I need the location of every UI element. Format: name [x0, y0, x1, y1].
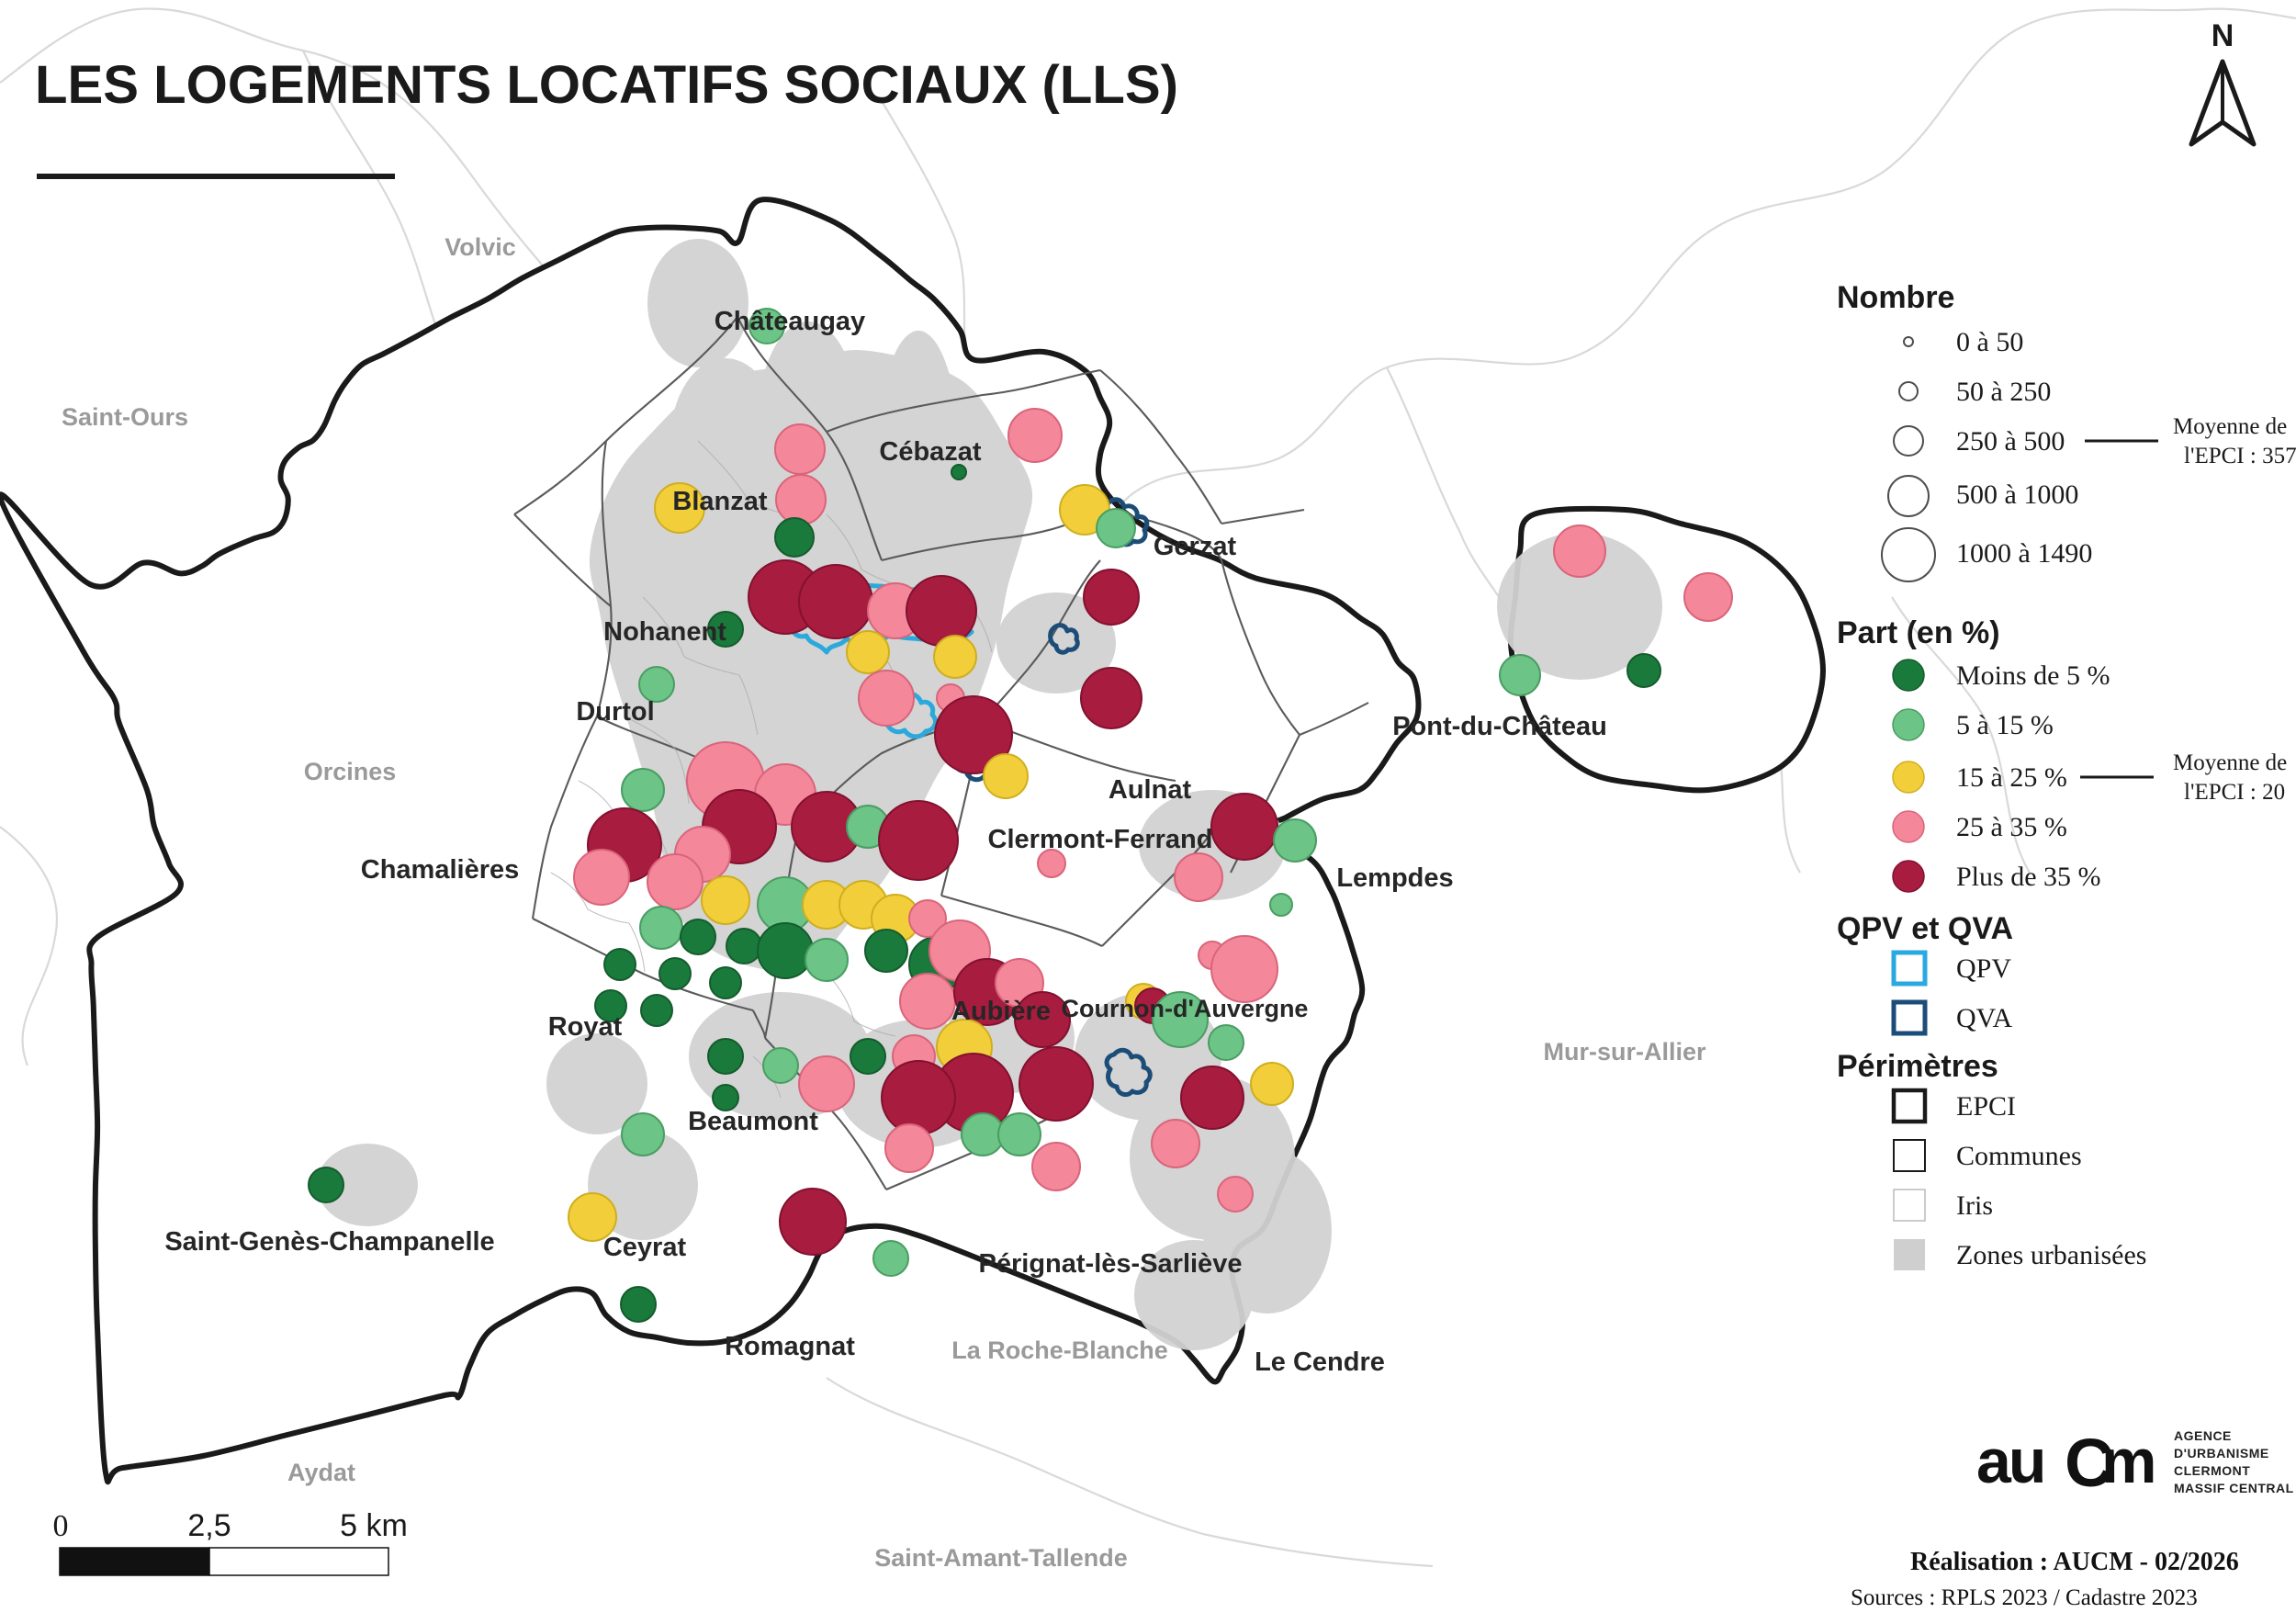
svg-text:Pont-du-Château: Pont-du-Château — [1392, 712, 1607, 741]
svg-text:0: 0 — [53, 1509, 69, 1543]
svg-text:Clermont-Ferrand: Clermont-Ferrand — [988, 825, 1213, 854]
svg-text:Périmètres: Périmètres — [1837, 1049, 1998, 1084]
svg-text:Part (en %): Part (en %) — [1837, 615, 2000, 650]
svg-text:Saint-Amant-Tallende: Saint-Amant-Tallende — [874, 1544, 1128, 1572]
svg-text:Cournon-d'Auvergne: Cournon-d'Auvergne — [1062, 995, 1309, 1022]
svg-text:15 à 25 %: 15 à 25 % — [1956, 762, 2067, 793]
svg-text:Cébazat: Cébazat — [879, 437, 982, 467]
svg-text:Zones urbanisées: Zones urbanisées — [1956, 1240, 2146, 1270]
svg-text:2,5: 2,5 — [187, 1508, 231, 1543]
svg-text:Réalisation : AUCM - 02/2026: Réalisation : AUCM - 02/2026 — [1910, 1548, 2239, 1576]
svg-text:CLERMONT: CLERMONT — [2174, 1463, 2250, 1478]
svg-text:au: au — [1976, 1427, 2043, 1496]
svg-text:0 à 50: 0 à 50 — [1956, 327, 2023, 357]
svg-text:MASSIF CENTRAL: MASSIF CENTRAL — [2174, 1481, 2294, 1495]
svg-text:Pérignat-lès-Sarliève: Pérignat-lès-Sarliève — [979, 1249, 1243, 1279]
svg-text:Moyenne de: Moyenne de — [2173, 414, 2287, 439]
svg-text:Châteaugay: Châteaugay — [715, 307, 865, 336]
svg-text:AGENCE: AGENCE — [2174, 1428, 2232, 1443]
svg-text:Gerzat: Gerzat — [1154, 532, 1237, 561]
svg-text:5 à 15 %: 5 à 15 % — [1956, 710, 2054, 740]
svg-text:Saint-Genès-Champanelle: Saint-Genès-Champanelle — [164, 1227, 494, 1257]
svg-text:Lempdes: Lempdes — [1336, 863, 1453, 893]
svg-text:Le Cendre: Le Cendre — [1255, 1348, 1385, 1377]
svg-text:Ceyrat: Ceyrat — [603, 1233, 687, 1262]
svg-text:LES LOGEMENTS LOCATIFS SOCIAUX: LES LOGEMENTS LOCATIFS SOCIAUX (LLS) — [35, 55, 1178, 115]
svg-text:1000 à 1490: 1000 à 1490 — [1956, 538, 2092, 569]
svg-text:500 à 1000: 500 à 1000 — [1956, 479, 2078, 510]
svg-text:Blanzat: Blanzat — [672, 487, 767, 516]
svg-text:Communes: Communes — [1956, 1141, 2082, 1171]
svg-text:QPV et QVA: QPV et QVA — [1837, 911, 2013, 946]
svg-text:Plus de 35 %: Plus de 35 % — [1956, 862, 2101, 892]
svg-text:Aydat: Aydat — [287, 1459, 355, 1486]
svg-text:Iris: Iris — [1956, 1190, 1993, 1221]
svg-text:Volvic: Volvic — [445, 233, 516, 261]
svg-text:La Roche-Blanche: La Roche-Blanche — [951, 1336, 1168, 1364]
svg-text:m: m — [2101, 1427, 2156, 1496]
svg-text:Moyenne de: Moyenne de — [2173, 750, 2287, 775]
svg-text:Moins de 5 %: Moins de 5 % — [1956, 660, 2110, 691]
svg-text:Durtol: Durtol — [576, 697, 654, 727]
svg-text:Beaumont: Beaumont — [688, 1107, 818, 1136]
svg-text:25 à 35 %: 25 à 35 % — [1956, 812, 2067, 842]
svg-text:N: N — [2212, 18, 2234, 53]
svg-text:Saint-Ours: Saint-Ours — [62, 403, 188, 431]
svg-text:Chamalières: Chamalières — [361, 855, 520, 885]
svg-text:QPV: QPV — [1956, 953, 2011, 984]
svg-text:Sources : RPLS 2023 / Cadastre: Sources : RPLS 2023 / Cadastre 2023 — [1851, 1585, 2198, 1610]
svg-text:250 à 500: 250 à 500 — [1956, 426, 2065, 457]
svg-text:Nohanent: Nohanent — [603, 617, 726, 647]
svg-text:D'URBANISME: D'URBANISME — [2174, 1446, 2269, 1460]
svg-text:Orcines: Orcines — [304, 758, 397, 785]
svg-text:Romagnat: Romagnat — [725, 1332, 855, 1361]
svg-text:Mur-sur-Allier: Mur-sur-Allier — [1543, 1038, 1706, 1066]
svg-text:Royat: Royat — [548, 1012, 623, 1042]
svg-text:l'EPCI : 357: l'EPCI : 357 — [2184, 444, 2296, 468]
svg-text:l'EPCI : 20: l'EPCI : 20 — [2184, 780, 2285, 805]
svg-text:Aulnat: Aulnat — [1109, 775, 1192, 805]
svg-text:50 à 250: 50 à 250 — [1956, 377, 2051, 407]
svg-text:Aubière: Aubière — [951, 997, 1051, 1026]
svg-text:QVA: QVA — [1956, 1003, 2012, 1033]
svg-text:5 km: 5 km — [340, 1508, 408, 1543]
svg-text:EPCI: EPCI — [1956, 1091, 2016, 1122]
svg-text:Nombre: Nombre — [1837, 280, 1954, 315]
